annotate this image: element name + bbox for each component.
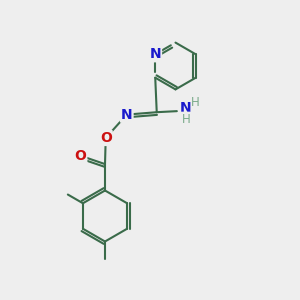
Text: N: N [149,47,161,61]
Text: N: N [179,101,191,115]
Text: O: O [74,149,86,163]
Text: O: O [100,131,112,145]
Text: N: N [121,108,133,122]
Text: H: H [191,96,200,109]
Text: H: H [182,112,190,126]
